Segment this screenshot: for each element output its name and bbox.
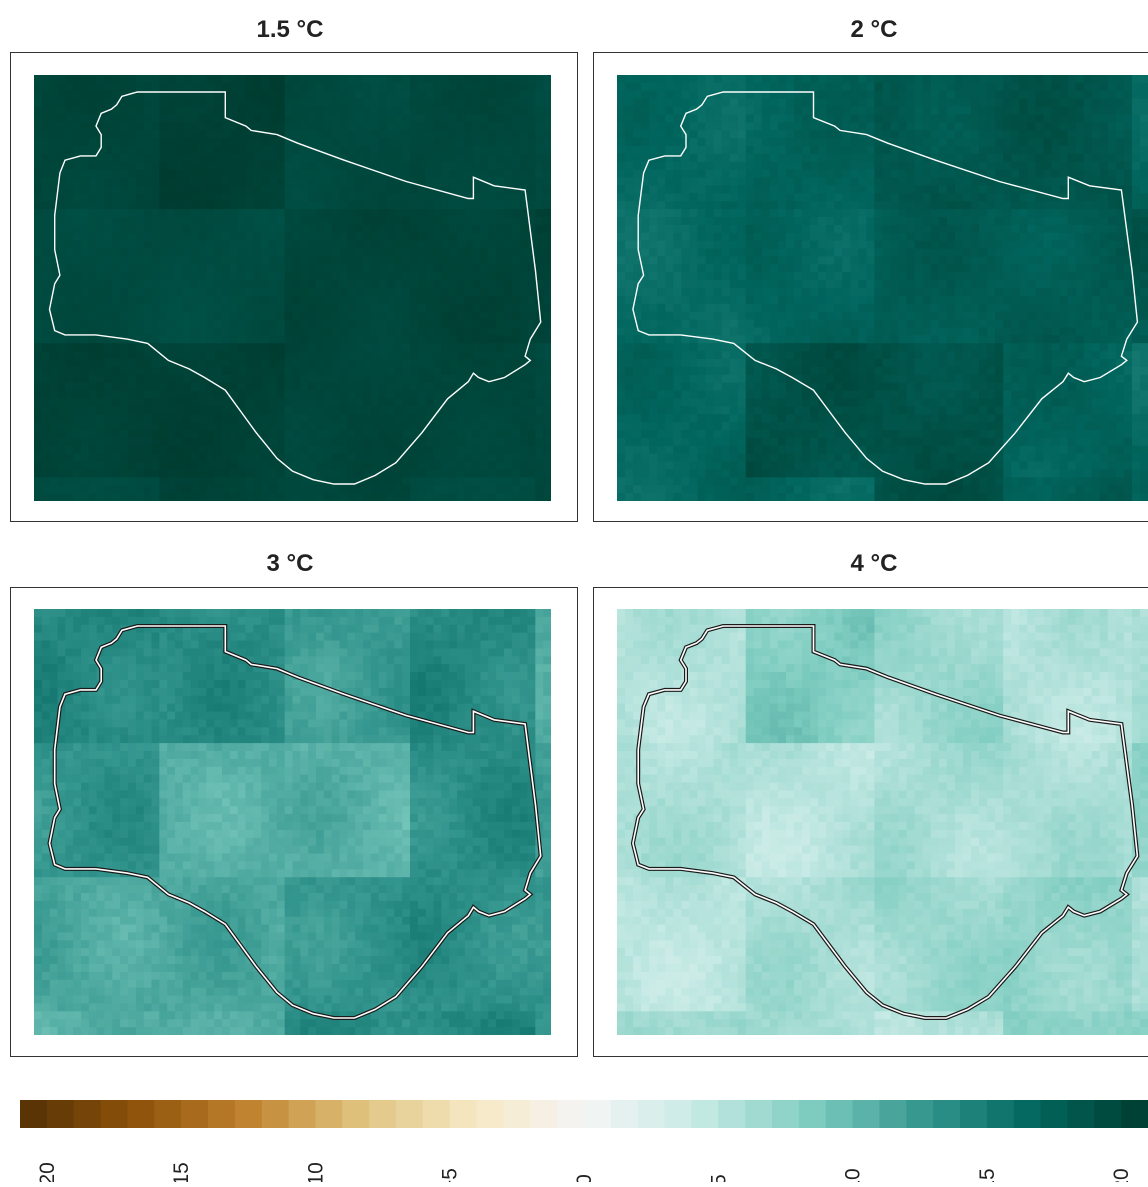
colorbar-segment bbox=[208, 1100, 236, 1128]
colorbar-segment bbox=[315, 1100, 343, 1128]
colorbar-segment bbox=[879, 1100, 907, 1128]
colorbar-segment bbox=[798, 1100, 827, 1128]
panel-title-1: 1.5 °C bbox=[256, 16, 324, 43]
heatmap-panel-1 bbox=[34, 75, 551, 501]
colorbar-segment bbox=[342, 1100, 370, 1128]
heatmap-cells bbox=[34, 75, 551, 501]
colorbar-segment bbox=[637, 1100, 666, 1128]
colorbar-segment bbox=[1094, 1100, 1122, 1128]
colorbar-segment bbox=[396, 1100, 424, 1128]
region-outline bbox=[632, 625, 1139, 1019]
colorbar-tick-label: 15 bbox=[976, 1168, 999, 1182]
colorbar-segment bbox=[476, 1100, 504, 1128]
heatmap-cells bbox=[34, 609, 551, 1035]
colorbar-tick-label: −5 bbox=[439, 1168, 462, 1182]
colorbar-segment bbox=[261, 1100, 290, 1128]
colorbar-segment bbox=[557, 1100, 585, 1128]
colorbar-segment bbox=[664, 1100, 692, 1128]
colorbar-segment bbox=[825, 1100, 854, 1128]
colorbar-segment bbox=[449, 1100, 478, 1128]
colorbar-segment bbox=[154, 1100, 182, 1128]
colorbar-segment bbox=[852, 1100, 880, 1128]
colorbar-segment bbox=[46, 1100, 75, 1128]
panel-title-4: 4 °C bbox=[850, 550, 898, 577]
colorbar-segment bbox=[691, 1100, 719, 1128]
colorbar-segment bbox=[530, 1100, 558, 1128]
colorbar-segment bbox=[369, 1100, 397, 1128]
colorbar-segment bbox=[986, 1100, 1015, 1128]
region-outline bbox=[48, 625, 542, 1019]
heatmap-cells bbox=[617, 75, 1148, 501]
colorbar-segment bbox=[933, 1100, 961, 1128]
colorbar-segment bbox=[503, 1100, 531, 1128]
colorbar-segment bbox=[1013, 1100, 1042, 1128]
region-outline bbox=[632, 91, 1139, 485]
colorbar-segment bbox=[1040, 1100, 1068, 1128]
panel-title-2: 2 °C bbox=[850, 16, 898, 43]
colorbar-tick-label: 5 bbox=[707, 1174, 730, 1182]
colorbar-segment bbox=[73, 1100, 102, 1128]
heatmap-panel-3 bbox=[34, 609, 551, 1035]
colorbar-segment bbox=[181, 1100, 209, 1128]
colorbar-segment bbox=[718, 1100, 746, 1128]
colorbar-tick-label: −10 bbox=[304, 1162, 327, 1182]
heatmap-panel-2 bbox=[617, 75, 1148, 501]
colorbar-tick-label: 20 bbox=[1110, 1168, 1133, 1182]
colorbar: −20 −15 −10 −5 0 5 10 15 20 bbox=[20, 1100, 1148, 1182]
colorbar-segment bbox=[1067, 1100, 1095, 1128]
colorbar-segment bbox=[960, 1100, 988, 1128]
colorbar-segment bbox=[127, 1100, 155, 1128]
panel-title-3: 3 °C bbox=[266, 550, 314, 577]
colorbar-segment bbox=[422, 1100, 451, 1128]
colorbar-segment bbox=[584, 1100, 612, 1128]
colorbar-segment bbox=[1121, 1100, 1148, 1128]
colorbar-tick-label: 0 bbox=[573, 1174, 596, 1182]
colorbar-tick-label: −15 bbox=[170, 1162, 193, 1182]
colorbar-segment bbox=[772, 1100, 800, 1128]
colorbar-segment bbox=[288, 1100, 316, 1128]
colorbar-segment bbox=[610, 1100, 639, 1128]
colorbar-segment bbox=[20, 1100, 48, 1128]
colorbar-segment bbox=[234, 1100, 263, 1128]
region-outline bbox=[48, 91, 542, 485]
colorbar-segment bbox=[906, 1100, 934, 1128]
colorbar-segment bbox=[100, 1100, 128, 1128]
heatmap-panel-4 bbox=[617, 609, 1148, 1035]
colorbar-segment bbox=[745, 1100, 773, 1128]
colorbar-tick-label: −20 bbox=[36, 1162, 59, 1182]
colorbar-tick-label: 10 bbox=[842, 1168, 865, 1182]
heatmap-cells bbox=[617, 609, 1148, 1035]
